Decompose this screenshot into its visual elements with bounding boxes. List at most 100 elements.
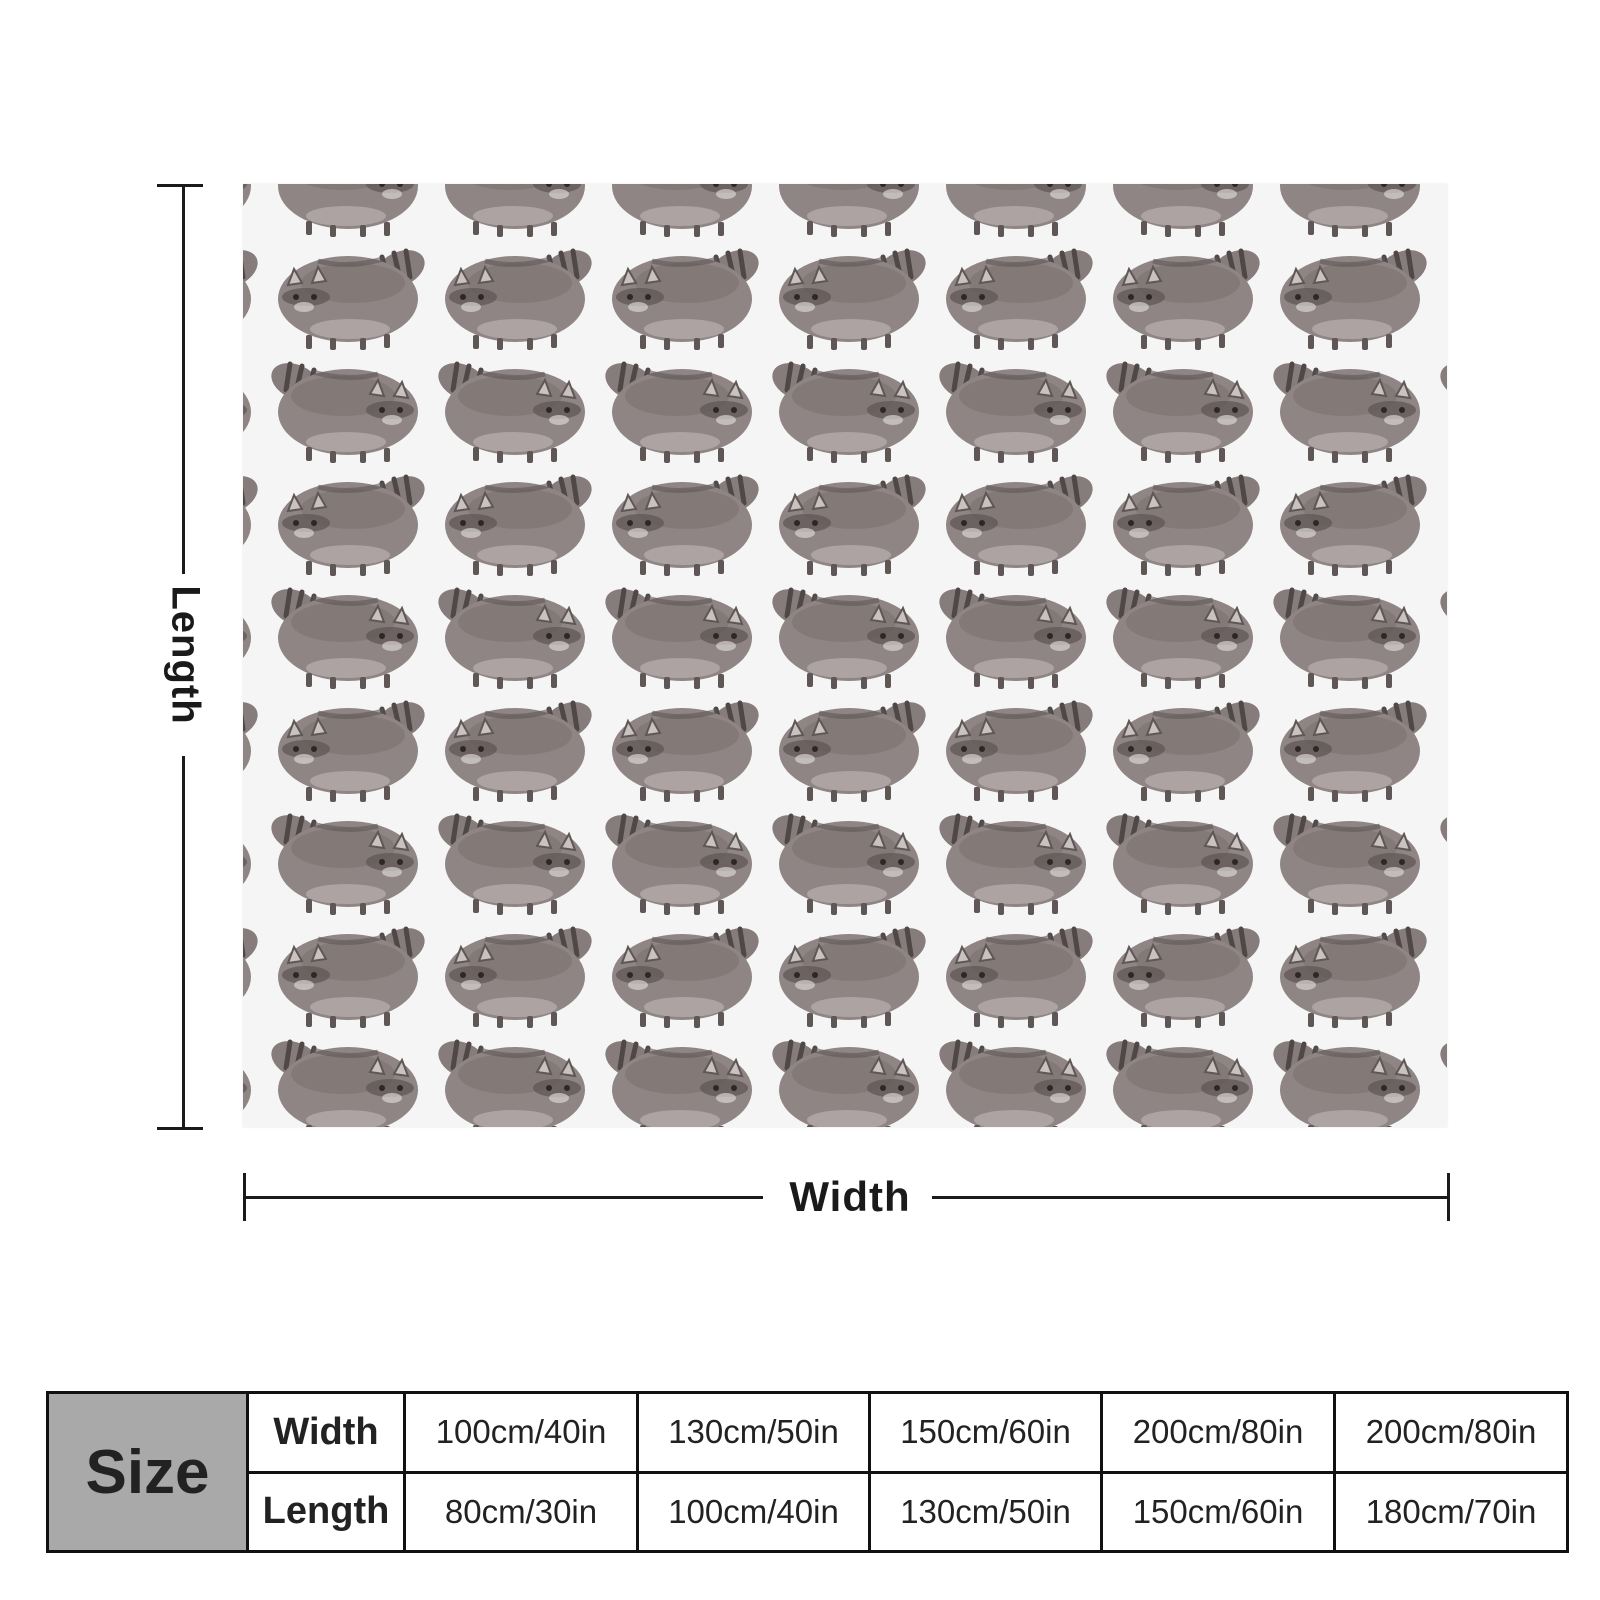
raccoon-icon: [933, 184, 1086, 237]
raccoon-icon: [243, 184, 251, 237]
raccoon-icon: [766, 582, 919, 689]
raccoon-icon: [1434, 356, 1447, 463]
length-cell: 150cm/60in: [1100, 1470, 1336, 1553]
raccoon-icon: [432, 356, 585, 463]
raccoon-icon: [599, 356, 752, 463]
raccoon-icon: [1434, 184, 1447, 237]
raccoon-icon: [432, 184, 585, 237]
raccoon-icon: [612, 243, 765, 350]
raccoon-pattern: [243, 184, 1447, 1127]
raccoon-icon: [599, 184, 752, 237]
raccoon-icon: [779, 921, 932, 1028]
raccoon-icon: [933, 1034, 1086, 1127]
raccoon-icon: [766, 356, 919, 463]
length-line-upper: [182, 184, 185, 574]
raccoon-icon: [1100, 356, 1253, 463]
raccoon-icon: [445, 469, 598, 576]
raccoon-icon: [1100, 1034, 1253, 1127]
raccoon-icon: [766, 808, 919, 915]
raccoon-icon: [278, 469, 431, 576]
raccoon-icon: [1280, 243, 1433, 350]
raccoon-icon: [445, 695, 598, 802]
width-line-right: [932, 1196, 1448, 1199]
raccoon-icon: [278, 695, 431, 802]
raccoon-icon: [432, 1034, 585, 1127]
raccoon-icon: [1267, 356, 1420, 463]
raccoon-icon: [243, 356, 251, 463]
raccoon-icon: [779, 243, 932, 350]
raccoon-icon: [1267, 184, 1420, 237]
raccoon-icon: [599, 1034, 752, 1127]
raccoon-icon: [1434, 808, 1447, 915]
raccoon-icon: [1280, 695, 1433, 802]
raccoon-icon: [933, 356, 1086, 463]
raccoon-icon: [766, 184, 919, 237]
raccoon-icon: [933, 582, 1086, 689]
length-row: Length 80cm/30in 100cm/40in 130cm/50in 1…: [48, 1470, 1569, 1553]
length-line-lower: [182, 756, 185, 1128]
raccoon-icon: [612, 921, 765, 1028]
raccoon-icon: [933, 808, 1086, 915]
length-cell: 100cm/40in: [636, 1470, 871, 1553]
width-cell: 200cm/80in: [1100, 1391, 1336, 1474]
raccoon-icon: [243, 921, 264, 1028]
raccoon-icon: [1267, 582, 1420, 689]
length-top-tick: [157, 184, 203, 187]
raccoon-icon: [612, 469, 765, 576]
raccoon-icon: [243, 808, 251, 915]
width-label: Width: [789, 1173, 911, 1220]
raccoon-icon: [265, 582, 418, 689]
raccoon-icon: [278, 243, 431, 350]
raccoon-icon: [612, 695, 765, 802]
length-label: Length: [163, 585, 208, 725]
raccoon-icon: [243, 695, 264, 802]
raccoon-icon: [432, 808, 585, 915]
raccoon-icon: [1100, 808, 1253, 915]
raccoon-icon: [1113, 243, 1266, 350]
raccoon-icon: [243, 243, 264, 350]
width-cell: 100cm/40in: [403, 1391, 639, 1474]
raccoon-icon: [779, 695, 932, 802]
raccoon-icon: [946, 469, 1099, 576]
width-row-header: Width: [246, 1391, 406, 1474]
raccoon-icon: [946, 243, 1099, 350]
raccoon-icon: [243, 1034, 251, 1127]
raccoon-icon: [1100, 582, 1253, 689]
width-line-left: [243, 1196, 763, 1199]
size-table: Size Width 100cm/40in 130cm/50in 150cm/6…: [46, 1391, 1569, 1553]
raccoon-icon: [1267, 1034, 1420, 1127]
raccoon-icon: [445, 243, 598, 350]
raccoon-icon: [1280, 921, 1433, 1028]
width-row: Size Width 100cm/40in 130cm/50in 150cm/6…: [46, 1391, 1569, 1553]
length-row-header: Length: [246, 1470, 406, 1553]
raccoon-icon: [265, 356, 418, 463]
raccoon-icon: [779, 469, 932, 576]
raccoon-icon: [1434, 1034, 1447, 1127]
length-cell: 80cm/30in: [403, 1470, 639, 1553]
raccoon-icon: [1434, 582, 1447, 689]
raccoon-icon: [445, 921, 598, 1028]
raccoon-icon: [1113, 695, 1266, 802]
width-cell: 150cm/60in: [868, 1391, 1103, 1474]
raccoon-icon: [265, 184, 418, 237]
raccoon-icon: [278, 921, 431, 1028]
length-cell: 180cm/70in: [1333, 1470, 1569, 1553]
raccoon-icon: [1100, 184, 1253, 237]
raccoon-icon: [946, 921, 1099, 1028]
length-bottom-tick: [157, 1127, 203, 1130]
width-cell: 130cm/50in: [636, 1391, 871, 1474]
raccoon-icon: [265, 808, 418, 915]
width-cell: 200cm/80in: [1333, 1391, 1569, 1474]
raccoon-icon: [946, 695, 1099, 802]
raccoon-icon: [1113, 921, 1266, 1028]
raccoon-icon: [1267, 808, 1420, 915]
raccoon-icon: [599, 808, 752, 915]
raccoon-icon: [599, 582, 752, 689]
raccoon-icon: [265, 1034, 418, 1127]
length-cell: 130cm/50in: [868, 1470, 1103, 1553]
width-right-tick: [1447, 1173, 1450, 1221]
size-header: Size: [46, 1391, 249, 1553]
raccoon-icon: [243, 469, 264, 576]
raccoon-icon: [243, 582, 251, 689]
